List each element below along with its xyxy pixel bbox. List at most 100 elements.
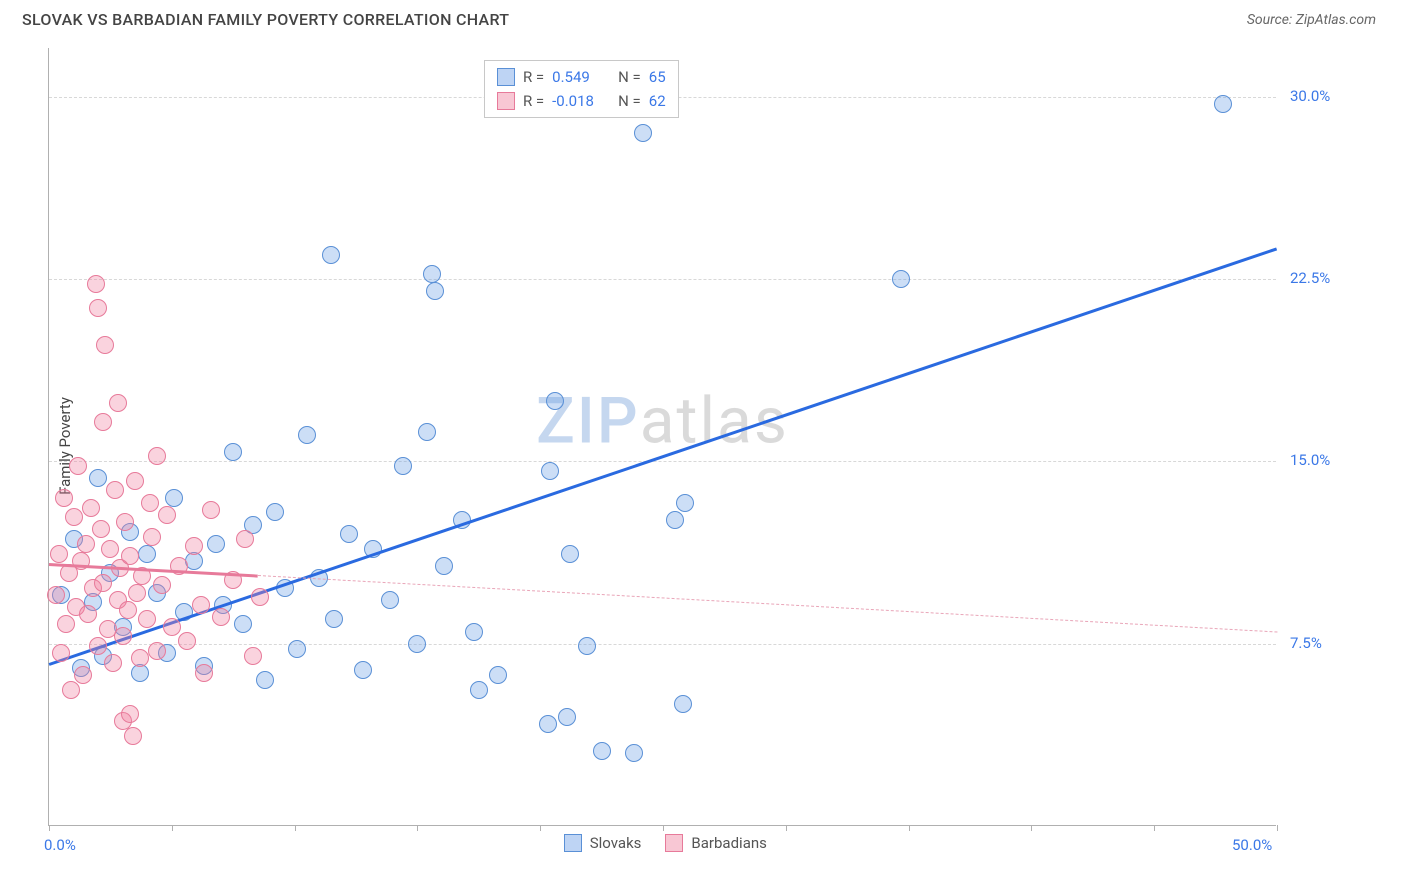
data-point (126, 472, 144, 490)
data-point (158, 506, 176, 524)
y-tick-label: 7.5% (1290, 634, 1322, 652)
data-point (470, 681, 488, 699)
legend-item: Barbadians (665, 834, 766, 852)
data-point (266, 503, 284, 521)
data-point (892, 270, 910, 288)
data-point (578, 637, 596, 655)
x-tick (663, 825, 664, 831)
data-point (256, 671, 274, 689)
data-point (674, 695, 692, 713)
r-label: R = (523, 89, 544, 113)
stats-legend-row: R =-0.018N =62 (497, 89, 666, 113)
x-tick (1154, 825, 1155, 831)
data-point (625, 744, 643, 762)
data-point (202, 501, 220, 519)
data-point (141, 494, 159, 512)
stats-legend-row: R =0.549N =65 (497, 65, 666, 89)
data-point (89, 299, 107, 317)
data-point (148, 642, 166, 660)
data-point (165, 489, 183, 507)
data-point (676, 494, 694, 512)
data-point (381, 591, 399, 609)
data-point (163, 618, 181, 636)
data-point (298, 426, 316, 444)
n-value: 65 (649, 65, 666, 89)
gridline (49, 461, 1276, 462)
data-point (121, 705, 139, 723)
legend-label: Slovaks (590, 834, 642, 852)
watermark: ZIPatlas (536, 383, 789, 458)
x-tick-label: 0.0% (44, 836, 76, 854)
data-point (57, 615, 75, 633)
y-tick-label: 22.5% (1290, 269, 1330, 287)
chart-title: SLOVAK VS BARBADIAN FAMILY POVERTY CORRE… (22, 10, 509, 29)
data-point (195, 664, 213, 682)
data-point (340, 525, 358, 543)
data-point (52, 644, 70, 662)
data-point (236, 530, 254, 548)
data-point (394, 457, 412, 475)
data-point (138, 610, 156, 628)
gridline (49, 644, 1276, 645)
data-point (212, 608, 230, 626)
x-tick (909, 825, 910, 831)
data-point (94, 574, 112, 592)
data-point (82, 499, 100, 517)
data-point (408, 635, 426, 653)
data-point (65, 508, 83, 526)
data-point (546, 392, 564, 410)
data-point (354, 661, 372, 679)
trend-line (258, 575, 1277, 633)
data-point (114, 627, 132, 645)
data-point (435, 557, 453, 575)
x-tick (417, 825, 418, 831)
data-point (50, 545, 68, 563)
gridline (49, 279, 1276, 280)
data-point (418, 423, 436, 441)
y-tick-label: 30.0% (1290, 87, 1330, 105)
series-legend: Slovaks Barbadians (564, 834, 767, 852)
data-point (244, 647, 262, 665)
data-point (541, 462, 559, 480)
x-tick (786, 825, 787, 831)
data-point (1214, 95, 1232, 113)
x-tick (49, 825, 50, 831)
data-point (101, 540, 119, 558)
x-tick (1031, 825, 1032, 831)
data-point (62, 681, 80, 699)
x-tick-label: 50.0% (1232, 836, 1272, 854)
n-label: N = (618, 89, 641, 113)
r-value: 0.549 (552, 65, 610, 89)
data-point (69, 457, 87, 475)
data-point (234, 615, 252, 633)
data-point (74, 666, 92, 684)
data-point (192, 596, 210, 614)
data-point (153, 576, 171, 594)
data-point (96, 336, 114, 354)
data-point (558, 708, 576, 726)
stats-legend: R =0.549N =65R =-0.018N =62 (484, 60, 679, 118)
data-point (489, 666, 507, 684)
data-point (207, 535, 225, 553)
data-point (116, 513, 134, 531)
r-label: R = (523, 65, 544, 89)
data-point (634, 124, 652, 142)
legend-swatch (665, 834, 683, 852)
data-point (104, 654, 122, 672)
r-value: -0.018 (552, 89, 610, 113)
legend-swatch (497, 68, 515, 86)
data-point (77, 535, 95, 553)
data-point (89, 637, 107, 655)
data-point (138, 545, 156, 563)
scatter-chart: ZIPatlas (48, 48, 1276, 826)
data-point (288, 640, 306, 658)
data-point (131, 649, 149, 667)
legend-item: Slovaks (564, 834, 642, 852)
data-point (185, 537, 203, 555)
data-point (89, 469, 107, 487)
x-tick (1277, 825, 1278, 831)
legend-swatch (564, 834, 582, 852)
x-tick (540, 825, 541, 831)
data-point (423, 265, 441, 283)
data-point (666, 511, 684, 529)
